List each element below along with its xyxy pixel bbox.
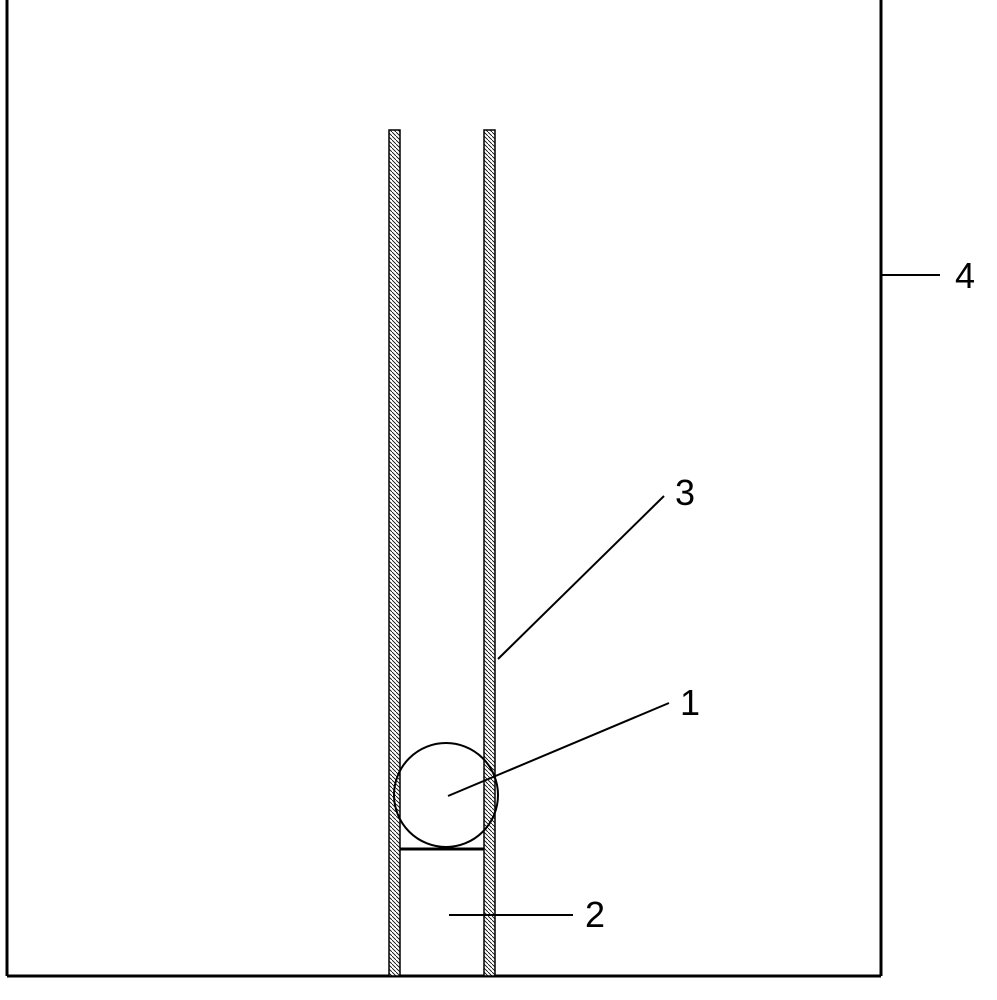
callouts: 4 3 1 2 <box>448 255 975 935</box>
diagram-svg: 4 3 1 2 <box>0 0 997 1000</box>
label-4: 4 <box>955 255 975 296</box>
label-2: 2 <box>585 894 605 935</box>
label-1: 1 <box>680 682 700 723</box>
leader-3 <box>498 496 664 659</box>
label-3: 3 <box>675 472 695 513</box>
leader-1 <box>448 703 669 796</box>
outer-container <box>7 0 881 976</box>
ball <box>394 743 498 847</box>
